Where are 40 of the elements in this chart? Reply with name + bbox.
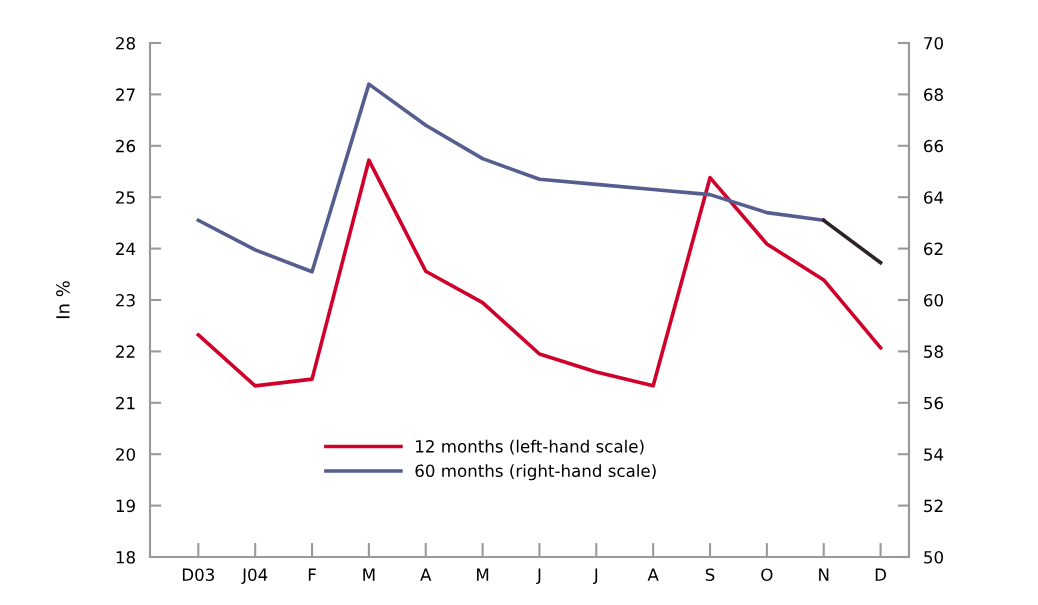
x-tick-label: J [592, 568, 598, 585]
y-tick-label: 23 [116, 293, 135, 307]
x-tick-label: M [477, 568, 489, 581]
y-tick-label: 24 [116, 242, 136, 255]
y2-tick-label: 56 [924, 396, 944, 410]
legend-label: 12 months (left-hand scale) [416, 439, 644, 455]
x-tick-label: J [536, 568, 541, 585]
x-tick-label: D [875, 568, 887, 581]
y-tick-label: 26 [116, 139, 136, 153]
y2-tick-label: 68 [924, 88, 943, 101]
line-series [196, 82, 826, 274]
x-tick-label: N [819, 568, 829, 581]
y-tick-label: 20 [116, 448, 135, 461]
y2-tick-label: 64 [924, 191, 944, 204]
y2-tick-label: 50 [924, 550, 943, 564]
x-tick-label: A [420, 568, 432, 581]
y2-tick-label: 62 [924, 242, 943, 256]
line-series [196, 158, 883, 388]
x-tick-label: F [308, 568, 316, 581]
y-tick-label: 19 [116, 499, 135, 513]
y2-tick-label: 58 [924, 345, 943, 358]
y2-tick-label: 66 [924, 139, 944, 153]
x-tick-label: J04 [241, 568, 268, 585]
y2-tick-label: 60 [924, 293, 943, 307]
y-tick-label: 28 [116, 36, 135, 50]
x-tick-label: S [705, 568, 715, 582]
x-tick-label: D03 [182, 568, 215, 582]
y2-tick-label: 70 [924, 36, 943, 50]
x-tick-label: A [647, 568, 659, 581]
x-tick-label: M [363, 568, 375, 581]
y-tick-label: 22 [116, 345, 135, 358]
x-tick-label: O [761, 568, 773, 582]
y-tick-label: 27 [116, 88, 135, 101]
y2-tick-label: 52 [924, 499, 943, 513]
y-tick-label: 25 [116, 191, 135, 204]
y-tick-label: 18 [116, 550, 135, 564]
y-tick-label: 21 [116, 396, 135, 410]
y2-tick-label: 54 [924, 448, 944, 461]
legend-label: 60 months (right-hand scale) [415, 464, 656, 481]
y-axis-title: In % [56, 281, 70, 319]
